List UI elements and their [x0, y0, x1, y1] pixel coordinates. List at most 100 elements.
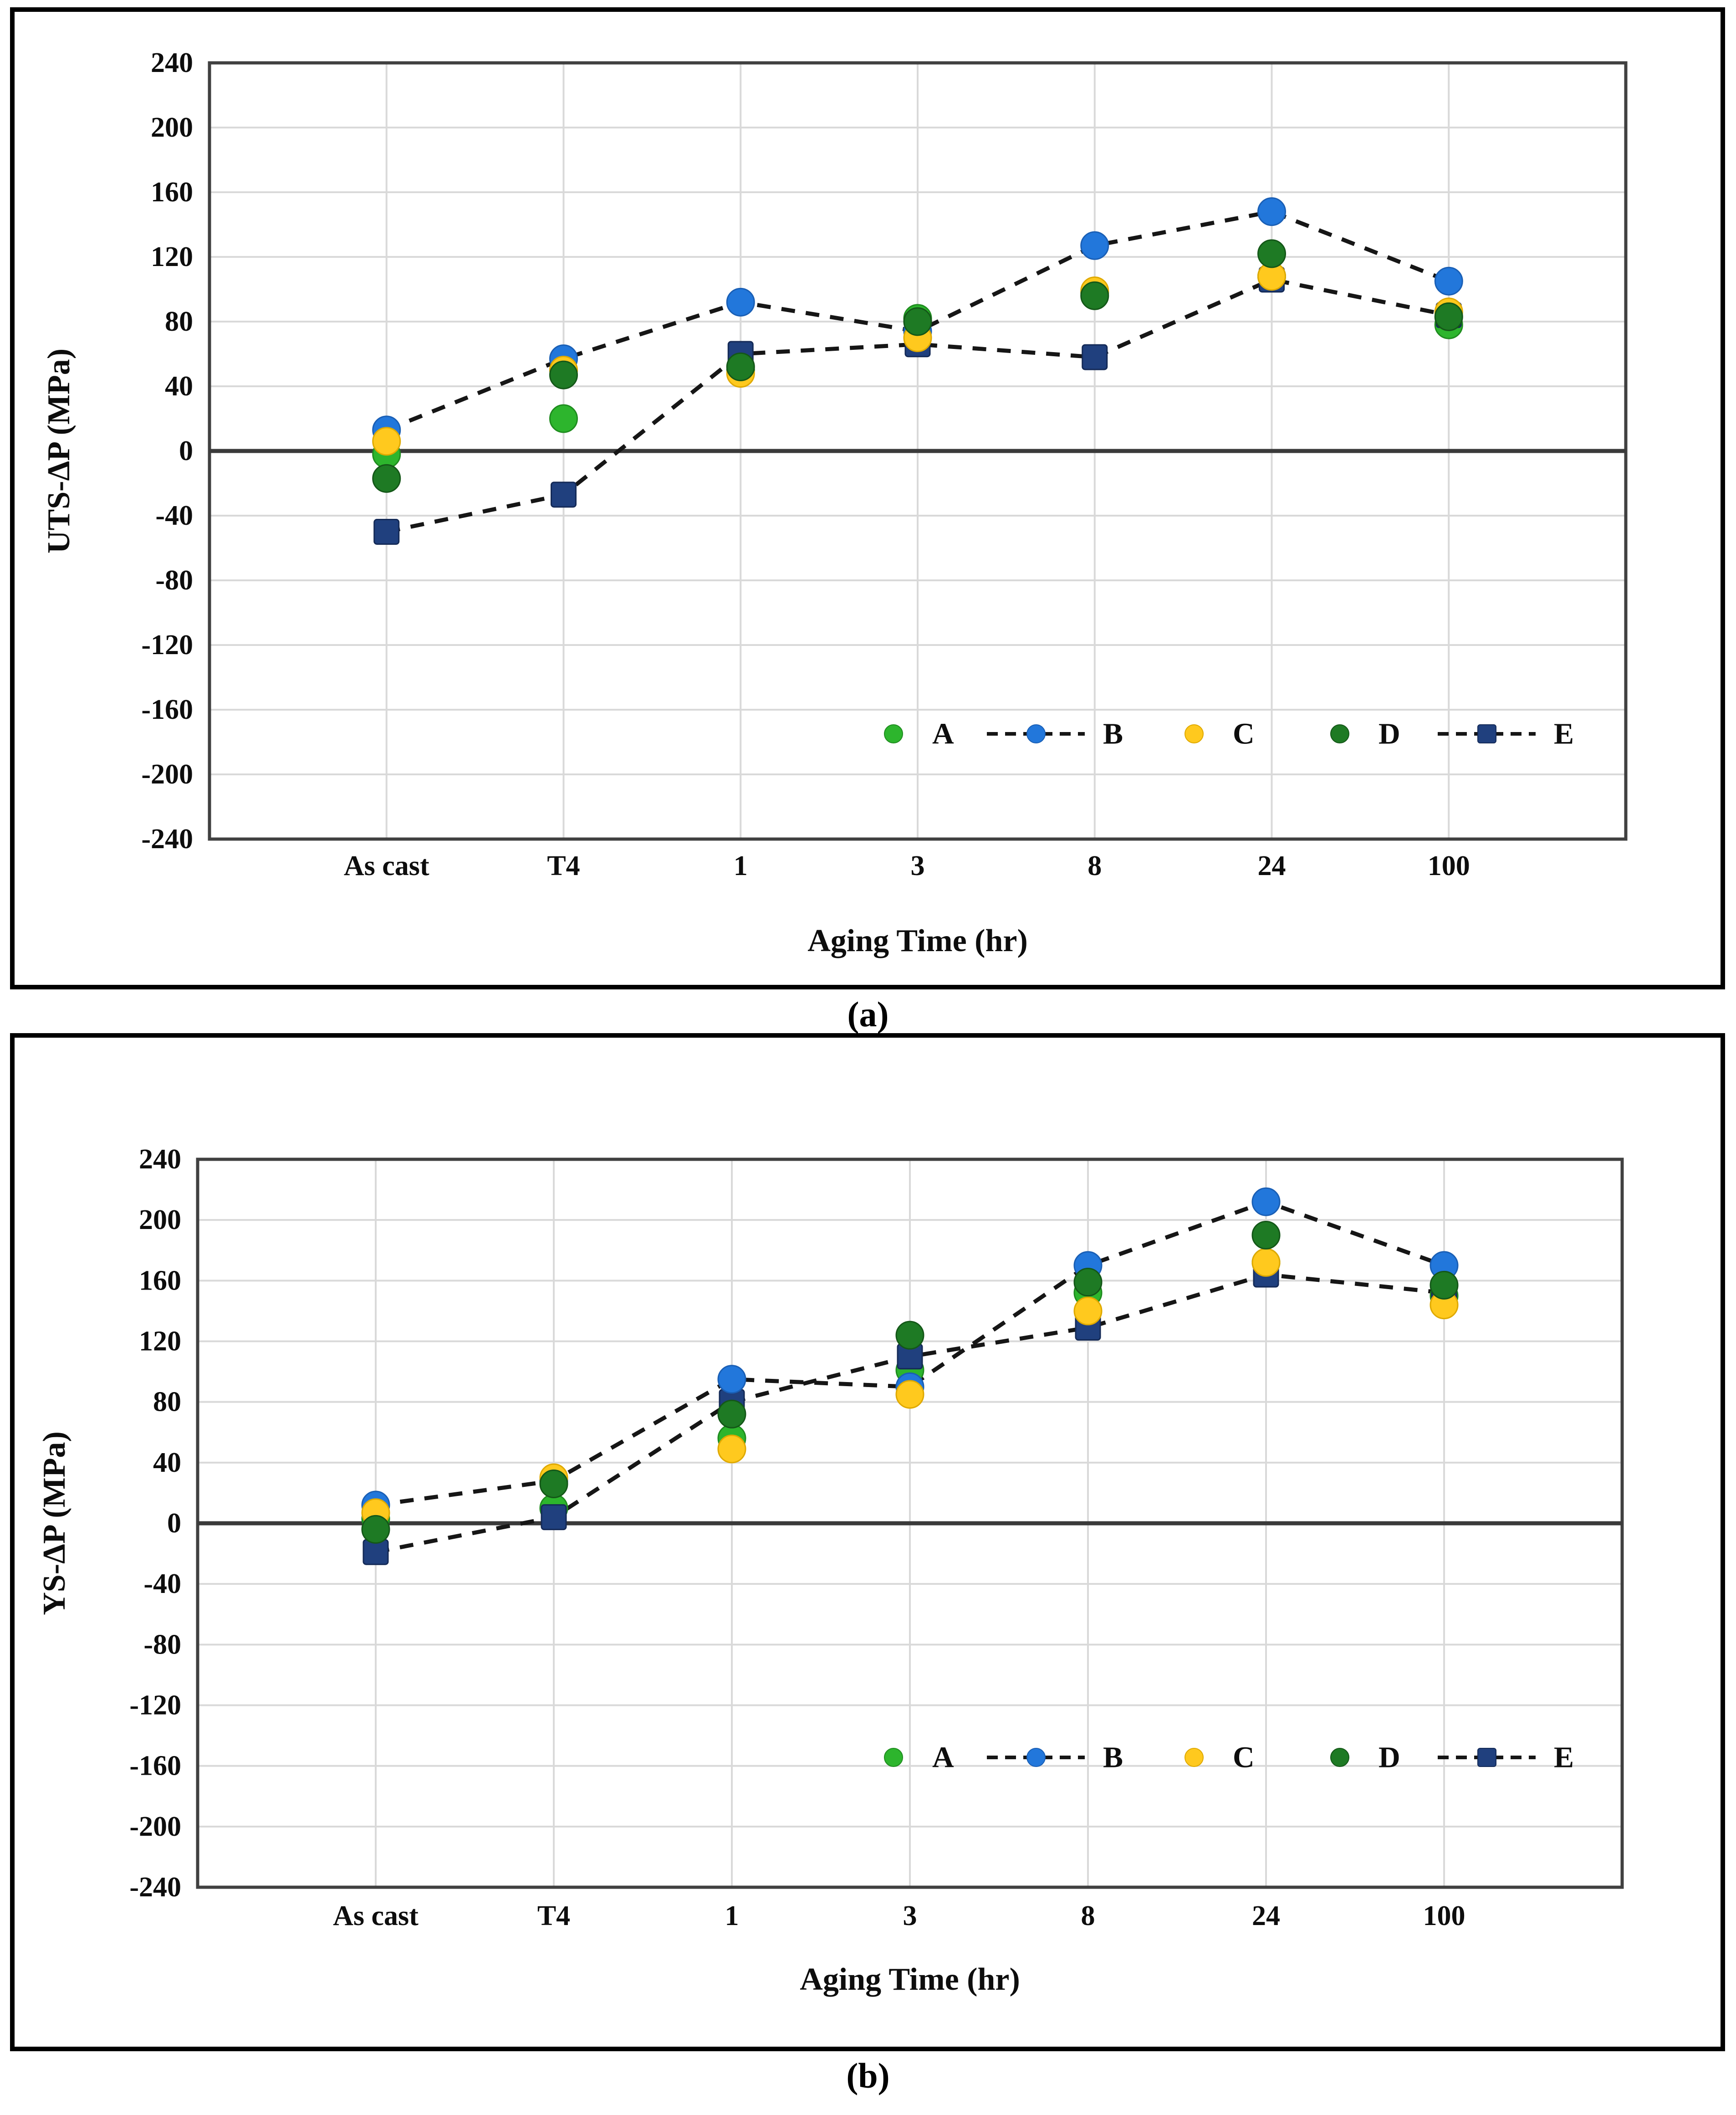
x-tick-label: 100 — [1428, 850, 1470, 881]
y-tick-label: 120 — [139, 1326, 181, 1357]
x-tick-label: As cast — [344, 850, 429, 881]
y-tick-label: -200 — [141, 759, 193, 790]
y-axis-title: YS-ΔP (MPa) — [37, 1431, 72, 1615]
x-tick-label: 3 — [903, 1900, 917, 1931]
legend-label-B: B — [1103, 1741, 1123, 1774]
legend-marker-D — [1330, 1748, 1349, 1767]
legend-marker-E — [1477, 724, 1496, 743]
y-tick-label: 0 — [179, 435, 193, 466]
marker-D-4 — [1073, 1268, 1103, 1297]
x-tick-label: 24 — [1258, 850, 1286, 881]
legend-marker-D — [1330, 724, 1349, 743]
y-tick-label: -160 — [141, 694, 193, 725]
legend-marker-B — [1026, 1748, 1046, 1767]
marker-D-2 — [717, 1399, 746, 1429]
marker-C-4 — [1073, 1296, 1103, 1326]
y-tick-label: 80 — [165, 306, 193, 337]
marker-D-2 — [726, 352, 755, 381]
x-tick-label: 24 — [1252, 1900, 1280, 1931]
x-tick-label: 1 — [725, 1900, 739, 1931]
y-tick-label: -80 — [155, 565, 193, 596]
x-tick-label: T4 — [537, 1900, 570, 1931]
y-tick-label: -120 — [129, 1690, 181, 1721]
legend-label-B: B — [1103, 717, 1123, 751]
y-tick-label: -160 — [129, 1751, 181, 1782]
chart-ys-delta-p: 240 200 160 120 80 40 0 -40 -80 -120 -160 -200 -240 A… — [37, 1144, 1624, 1997]
legend-label-D: D — [1379, 1741, 1400, 1774]
x-axis-title: Aging Time (hr) — [800, 1962, 1020, 1997]
marker-D-1 — [539, 1469, 568, 1498]
x-tick-label: 100 — [1423, 1900, 1465, 1931]
caption-a: (a) — [847, 994, 889, 1034]
y-tick-label: 0 — [167, 1508, 181, 1539]
y-tick-label: -120 — [141, 630, 193, 661]
y-tick-label: -200 — [129, 1811, 181, 1842]
chart-uts-delta-p: 240 200 160 120 80 40 0 -40 -80 -120 -160 -200 -240 A… — [41, 47, 1628, 958]
y-tick-label: -240 — [141, 824, 193, 855]
marker-B-2 — [726, 287, 755, 317]
marker-D-0 — [372, 464, 401, 493]
x-tick-label: 1 — [734, 850, 748, 881]
legend-marker-C — [1185, 1748, 1204, 1767]
marker-B-6 — [1434, 266, 1463, 296]
marker-E-4 — [1082, 344, 1108, 370]
y-tick-label: 160 — [139, 1265, 181, 1296]
marker-C-3 — [895, 1380, 924, 1409]
y-tick-label: 120 — [151, 241, 193, 272]
y-tick-label: 200 — [139, 1204, 181, 1235]
marker-B-4 — [1080, 231, 1109, 260]
legend-marker-E — [1477, 1748, 1496, 1767]
legend-label-E: E — [1554, 1741, 1574, 1774]
marker-D-3 — [895, 1321, 924, 1350]
marker-D-6 — [1430, 1270, 1459, 1300]
legend-marker-A — [884, 1748, 903, 1767]
marker-D-4 — [1080, 281, 1109, 310]
marker-B-5 — [1251, 1187, 1281, 1216]
legend-label-C: C — [1233, 717, 1255, 751]
marker-B-2 — [717, 1365, 746, 1394]
x-axis-title: Aging Time (hr) — [807, 923, 1028, 958]
marker-D-5 — [1257, 239, 1286, 268]
marker-C-5 — [1251, 1248, 1281, 1277]
figure-box-b: 240 200 160 120 80 40 0 -40 -80 -120 -160 -200 -240 A… — [10, 1033, 1725, 2051]
marker-B-5 — [1257, 197, 1286, 226]
y-tick-label: -40 — [143, 1568, 181, 1599]
x-tick-label: 3 — [911, 850, 925, 881]
legend-label-C: C — [1233, 1741, 1255, 1774]
marker-C-2 — [717, 1434, 746, 1464]
legend-label-A: A — [932, 717, 954, 751]
legend-marker-C — [1185, 724, 1204, 743]
marker-D-5 — [1251, 1220, 1281, 1250]
y-tick-label: 40 — [165, 371, 193, 402]
legend-label-E: E — [1554, 717, 1574, 751]
x-tick-label: 8 — [1088, 850, 1102, 881]
caption-b: (b) — [846, 2056, 890, 2095]
marker-E-1 — [541, 1504, 567, 1531]
marker-D-3 — [903, 307, 932, 336]
x-tick-label: 8 — [1081, 1900, 1095, 1931]
legend-label-D: D — [1379, 717, 1400, 751]
y-tick-label: 200 — [151, 112, 193, 143]
y-tick-label: -80 — [143, 1629, 181, 1660]
marker-D-0 — [361, 1515, 390, 1544]
marker-D-1 — [549, 360, 578, 389]
y-tick-label: -40 — [155, 500, 193, 531]
y-tick-label: 240 — [139, 1144, 181, 1175]
marker-D-6 — [1434, 302, 1463, 331]
y-axis-title: UTS-ΔP (MPa) — [41, 348, 77, 553]
y-tick-label: -240 — [129, 1872, 181, 1903]
marker-C-0 — [372, 427, 401, 456]
y-tick-label: 80 — [153, 1387, 181, 1418]
marker-A-1 — [549, 404, 578, 433]
legend-marker-A — [884, 724, 903, 743]
x-tick-label: As cast — [333, 1900, 419, 1931]
legend-label-A: A — [932, 1741, 954, 1774]
y-tick-label: 40 — [153, 1447, 181, 1478]
figure-box-a: 240 200 160 120 80 40 0 -40 -80 -120 -160 -200 -240 A… — [10, 7, 1725, 989]
x-tick-label: T4 — [547, 850, 580, 881]
y-tick-label: 160 — [151, 177, 193, 208]
y-tick-label: 240 — [151, 47, 193, 78]
legend-marker-B — [1026, 724, 1046, 743]
marker-E-0 — [373, 519, 400, 545]
